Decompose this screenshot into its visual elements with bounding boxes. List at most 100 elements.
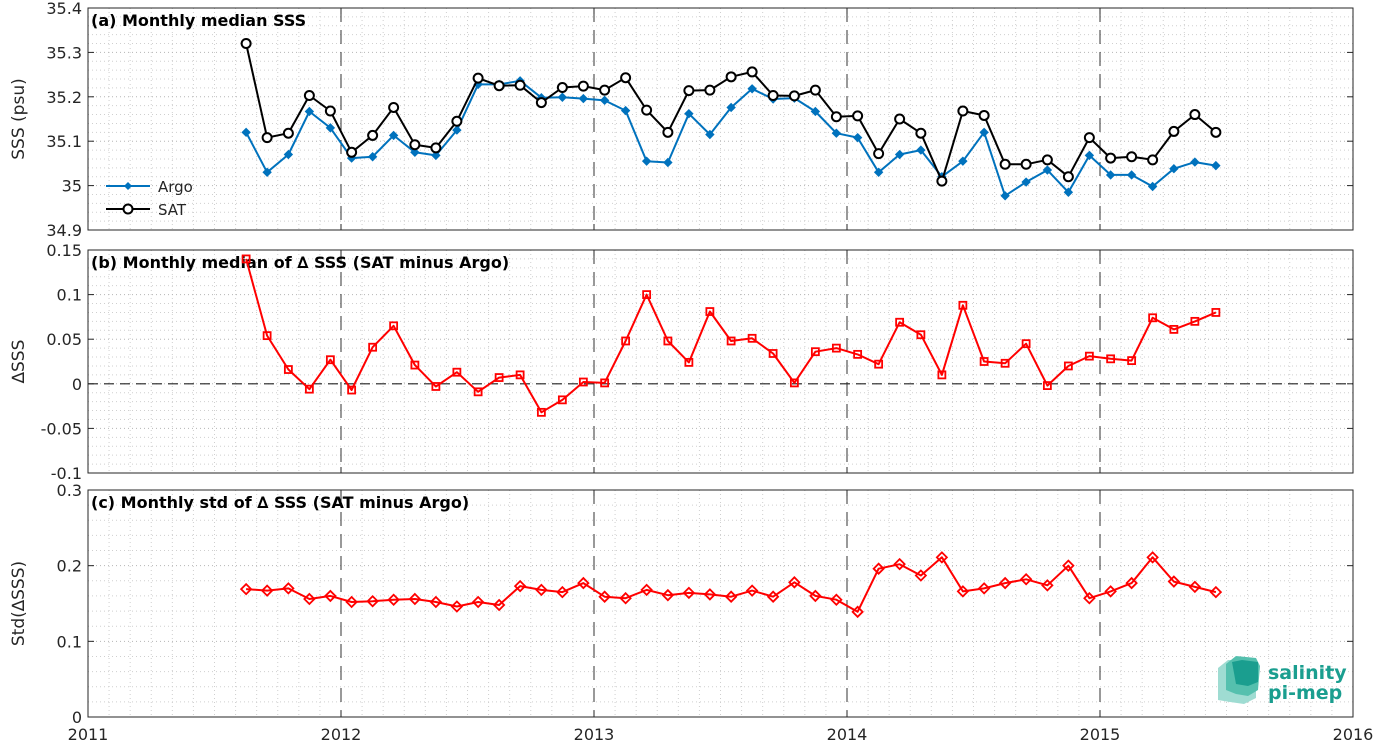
data-point [1105, 152, 1117, 164]
data-point [1062, 171, 1074, 183]
y-tick-label: 34.9 [46, 221, 82, 240]
data-point [894, 113, 906, 125]
data-point [1127, 356, 1137, 366]
data-point [1106, 354, 1116, 364]
data-point [1169, 164, 1179, 174]
data-point [703, 588, 717, 601]
data-point [452, 367, 462, 377]
data-point [347, 385, 357, 395]
data-point [873, 167, 884, 177]
data-point [1021, 339, 1031, 349]
data-point [577, 576, 590, 590]
y-tick-label: 0.15 [46, 241, 82, 260]
data-point [957, 105, 969, 117]
data-point [262, 167, 272, 177]
data-point [663, 157, 673, 168]
logo-line1: salinity [1268, 662, 1347, 684]
panel-title: (a) Monthly median SSS [91, 11, 306, 30]
data-point [935, 551, 949, 564]
data-point [345, 595, 358, 609]
data-point [916, 330, 926, 340]
data-point [1147, 154, 1159, 166]
data-point [239, 582, 253, 596]
data-point [1147, 181, 1158, 192]
y-axis-label: SSS (psu) [9, 78, 29, 159]
data-point [388, 130, 399, 141]
data-point [599, 84, 611, 96]
data-point [578, 93, 589, 104]
data-point [682, 586, 696, 600]
legend: Argo SAT [106, 178, 193, 219]
data-point [471, 595, 485, 609]
data-point [410, 147, 420, 158]
data-point [1020, 158, 1032, 170]
data-point [1125, 576, 1138, 590]
data-point [810, 106, 821, 117]
y-tick-label: 0.1 [57, 286, 82, 305]
data-point [283, 365, 293, 374]
data-point [578, 377, 588, 387]
data-point [1167, 575, 1181, 588]
x-tick-label: 2015 [1080, 725, 1121, 744]
data-point [872, 562, 885, 575]
data-point [452, 125, 462, 135]
legend-argo-label: Argo [158, 178, 193, 196]
data-point [683, 85, 695, 97]
panel-b: -0.1 -0.05 0 0.05 0.1 0.15 ∆SSS (b) Monthly med… [9, 241, 1354, 483]
y-tick-label: 0.2 [57, 557, 82, 576]
data-point [1083, 591, 1096, 605]
data-point [514, 79, 526, 91]
y-tick-label: -0.1 [51, 464, 82, 483]
data-point [956, 585, 970, 598]
data-point [1083, 132, 1095, 144]
data-point [958, 300, 968, 310]
data-point [1062, 559, 1075, 572]
data-point [556, 81, 568, 93]
data-point [1105, 170, 1116, 180]
data-point [958, 156, 968, 166]
data-point [620, 72, 632, 84]
data-point [451, 115, 463, 127]
data-point [599, 95, 610, 106]
data-point [1211, 308, 1221, 317]
data-point [261, 132, 273, 144]
data-point [1063, 187, 1074, 197]
data-point [431, 150, 441, 161]
data-point [851, 605, 864, 619]
data-point [1210, 126, 1222, 138]
data-point [747, 333, 757, 343]
data-point [852, 110, 864, 122]
data-point [745, 584, 759, 597]
data-point [387, 593, 400, 606]
data-point [1063, 361, 1073, 371]
data-point [410, 360, 420, 370]
data-point [557, 92, 568, 102]
data-point [915, 127, 927, 139]
data-point [620, 105, 631, 116]
panel-a: 34.9 35 35.1 35.2 35.3 35.4 SSS (psu) (a) Month… [9, 0, 1354, 240]
data-point [746, 66, 758, 78]
data-point [893, 557, 906, 571]
wave-logo-icon [1218, 656, 1260, 704]
data-point [998, 576, 1012, 590]
data-point [535, 583, 548, 597]
data-point [705, 307, 715, 316]
y-tick-label: 35 [62, 177, 82, 196]
data-point [1189, 109, 1201, 121]
x-tick-label: 2016 [1333, 725, 1374, 744]
plot-area [88, 490, 1353, 717]
data-point [641, 104, 653, 116]
data-point [600, 378, 610, 388]
logo-line2: pi-mep [1268, 682, 1342, 704]
data-point [979, 127, 989, 138]
data-point [324, 589, 337, 603]
panel-title: (b) Monthly median of ∆ SSS (SAT minus A… [91, 253, 509, 272]
panel-c: 0 0.1 0.2 0.3 2011 2012 2013 2014 2015 2016 Std(∆S… [9, 481, 1373, 744]
data-point [388, 101, 400, 113]
data-point [577, 80, 589, 92]
data-point [408, 592, 422, 606]
data-point [282, 127, 294, 139]
x-tick-label: 2013 [574, 725, 615, 744]
y-tick-label: 35.4 [46, 0, 82, 18]
data-point [978, 109, 990, 121]
